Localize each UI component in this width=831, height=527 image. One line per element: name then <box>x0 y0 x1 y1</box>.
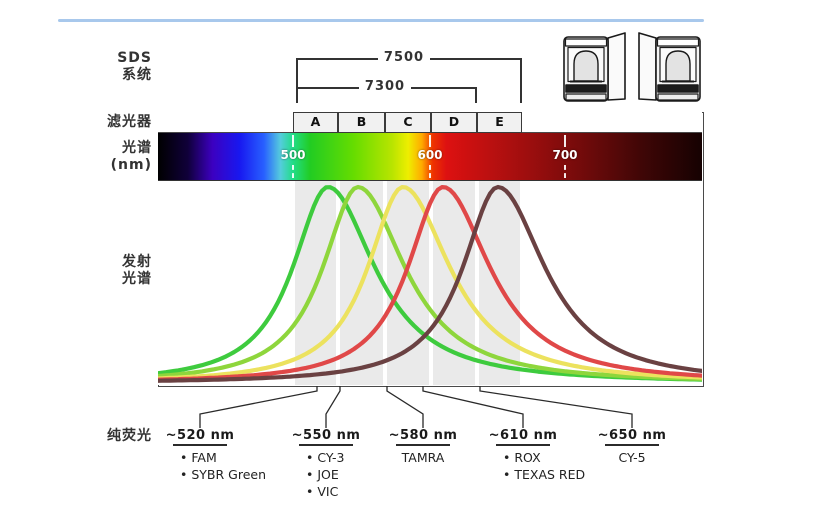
spectrum-tick-700 <box>564 135 566 147</box>
spectrum-unit-label: (nm) <box>110 157 152 173</box>
qpcr-instrument-icons <box>563 32 701 102</box>
leader-line-580nm <box>386 386 424 428</box>
sds-label-zh: 系统 <box>122 67 152 83</box>
filter-box-A: A <box>293 112 338 133</box>
bracket-right-7500 <box>520 58 522 103</box>
filter-box-B: B <box>338 112 385 133</box>
filter-row-label: 滤光器 <box>107 114 152 130</box>
dye-label-cy-3: • CY-3 <box>306 450 345 465</box>
leader-line-650nm <box>479 386 633 428</box>
annotation-580nm: ~580 nm TAMRA <box>348 428 498 466</box>
emission-curve-610nm <box>158 184 702 382</box>
sds-label-en: SDS <box>117 50 152 66</box>
spectrum-tick-label-700: 700 <box>552 148 578 162</box>
spectrum-tick-600 <box>429 135 431 147</box>
sds-instrument-right-icon <box>638 32 701 102</box>
dye-label-fam: • FAM <box>180 450 217 465</box>
leader-line-610nm <box>422 386 524 428</box>
emission-curve-580nm <box>158 184 702 381</box>
spectrum-tick-label-500: 500 <box>280 148 306 162</box>
filter-box-D: D <box>431 112 477 133</box>
dye-label-sybr-green: • SYBR Green <box>180 467 267 482</box>
sds-instrument-left-icon <box>563 32 626 102</box>
wavelength-spectrum-bar: 500 600 700 <box>158 133 702 181</box>
dye-label-joe: • JOE <box>306 467 339 482</box>
pure-fluorescence-label: 纯荧光 <box>107 428 152 444</box>
filter-box-C: C <box>385 112 431 133</box>
wavelength-underline <box>605 444 659 446</box>
system-label-7300: 7300 <box>359 79 411 95</box>
leader-line-520nm <box>199 386 318 428</box>
emission-plot-area <box>158 181 702 385</box>
dye-label-texas-red: • TEXAS RED <box>503 467 586 482</box>
annotation-610nm: ~610 nm • ROX • TEXAS RED <box>448 428 598 483</box>
emission-curve-650nm <box>158 184 702 383</box>
spectrum-tick-700 <box>564 165 566 178</box>
emission-curves <box>158 184 702 383</box>
wavelength-underline <box>496 444 550 446</box>
emission-label-1: 发射 <box>122 254 152 270</box>
bracket-left-7500 <box>296 58 298 103</box>
dye-label-rox: • ROX <box>503 450 541 465</box>
spectrum-tick-500 <box>292 165 294 178</box>
top-divider-rule <box>58 19 704 22</box>
bracket-left-7300 <box>296 87 298 103</box>
bracket-right-7300 <box>475 87 477 103</box>
spectrum-tick-600 <box>429 165 431 178</box>
wavelength-label: ~610 nm <box>488 428 558 443</box>
wavelength-underline <box>396 444 450 446</box>
dye-label-tamra: TAMRA <box>401 450 445 465</box>
annotation-550nm: ~550 nm • CY-3 • JOE • VIC <box>251 428 401 500</box>
annotation-650nm: ~650 nm CY-5 <box>557 428 707 466</box>
spectrum-tick-label-600: 600 <box>417 148 443 162</box>
emission-curve-550nm <box>158 184 702 381</box>
wavelength-label: ~580 nm <box>388 428 458 443</box>
leader-line-550nm <box>325 386 341 428</box>
system-label-7500: 7500 <box>378 50 430 66</box>
wavelength-label: ~550 nm <box>291 428 361 443</box>
dye-label-vic: • VIC <box>306 484 339 499</box>
dye-label-cy-5: CY-5 <box>618 450 646 465</box>
wavelength-label: ~650 nm <box>597 428 667 443</box>
wavelength-underline <box>299 444 353 446</box>
sds-system-brackets: 7500 7300 <box>0 0 831 112</box>
wavelength-underline <box>173 444 227 446</box>
spectrum-tick-500 <box>292 135 294 147</box>
emission-label-2: 光谱 <box>122 271 152 287</box>
annotation-leader-lines <box>199 386 633 428</box>
spectrum-label: 光谱 <box>122 140 152 156</box>
filter-box-E: E <box>477 112 522 133</box>
